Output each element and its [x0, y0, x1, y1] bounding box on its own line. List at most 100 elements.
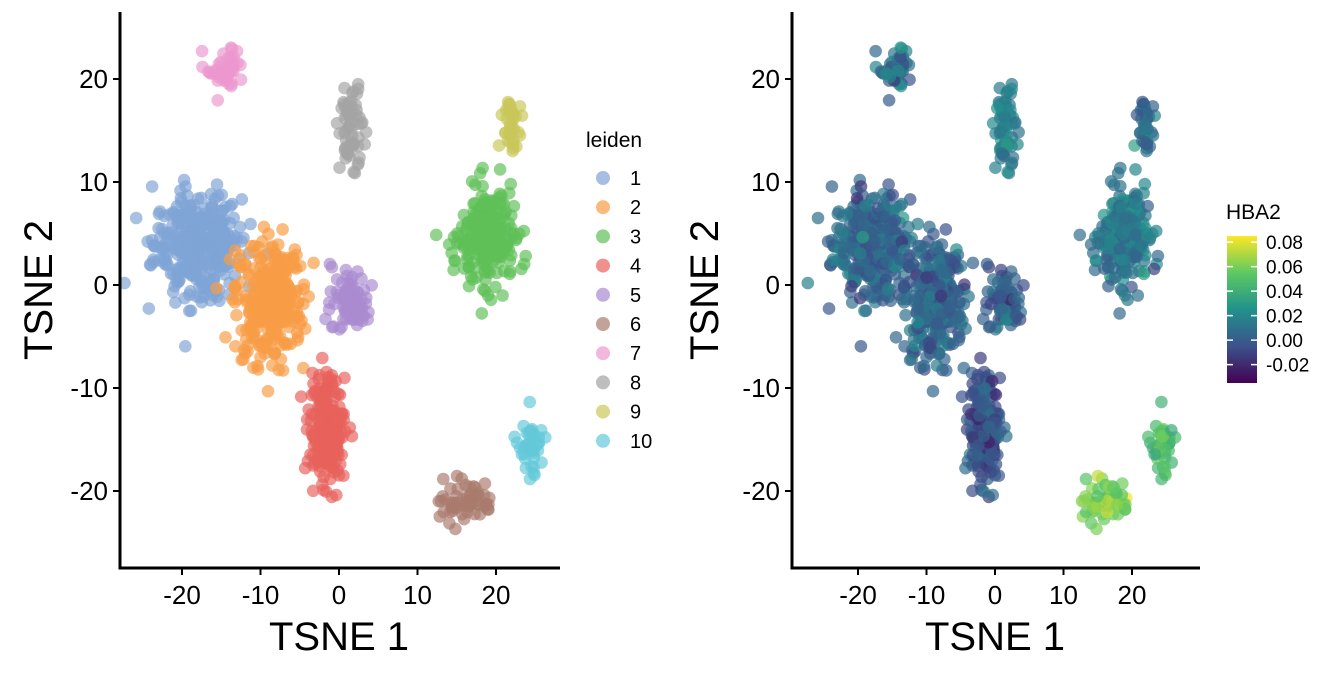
point-hba2 — [995, 302, 1009, 316]
point-hba2 — [1142, 430, 1155, 444]
colorbar-tick-label: 0.02 — [1266, 307, 1303, 328]
point-cluster-3 — [519, 249, 532, 263]
point-cluster-1 — [141, 235, 154, 248]
point-cluster-2 — [230, 308, 243, 322]
x-tick-label: 20 — [482, 580, 511, 610]
colorbar-gradient — [1227, 236, 1257, 383]
point-hba2 — [966, 484, 979, 498]
point-hba2 — [897, 281, 911, 294]
point-cluster-7 — [224, 50, 237, 64]
point-cluster-2 — [272, 263, 285, 276]
point-cluster-1 — [184, 208, 197, 222]
point-hba2 — [984, 465, 997, 479]
x-tick-label: 0 — [988, 580, 1002, 610]
point-cluster-8 — [351, 82, 365, 96]
point-cluster-4 — [327, 465, 341, 479]
point-cluster-5 — [339, 263, 353, 277]
point-cluster-2 — [251, 359, 264, 373]
point-cluster-6 — [461, 505, 474, 519]
point-hba2 — [856, 230, 869, 244]
y-ticks: 20 10 0 -10 -20 — [70, 64, 120, 506]
point-hba2 — [1102, 279, 1115, 293]
point-hba2 — [1136, 95, 1149, 109]
point-cluster-3 — [507, 199, 521, 213]
point-hba2 — [880, 255, 893, 268]
point-hba2 — [1147, 262, 1161, 276]
point-cluster-6 — [482, 503, 495, 516]
point-hba2 — [1012, 291, 1026, 305]
point-cluster-2 — [291, 295, 305, 309]
point-hba2 — [1129, 197, 1142, 211]
point-cluster-1 — [191, 237, 205, 250]
point-cluster-3 — [469, 178, 482, 192]
point-cluster-10 — [508, 430, 521, 444]
point-cluster-8 — [330, 117, 344, 130]
point-cluster-3 — [448, 254, 461, 267]
point-hba2 — [934, 289, 948, 303]
point-cluster-8 — [358, 138, 372, 151]
legend-label-10: 10 — [630, 431, 652, 453]
point-cluster-5 — [340, 302, 354, 316]
point-hba2 — [882, 178, 895, 191]
x-tick-label: -10 — [908, 580, 946, 610]
point-hba2 — [1079, 490, 1092, 503]
point-hba2 — [971, 372, 984, 386]
point-hba2 — [998, 110, 1012, 124]
x-tick-label: 10 — [403, 580, 432, 610]
point-hba2 — [1090, 522, 1103, 536]
point-hba2 — [1107, 178, 1121, 192]
point-hba2 — [1091, 469, 1105, 483]
point-hba2 — [950, 243, 963, 256]
point-cluster-8 — [340, 147, 354, 160]
point-hba2 — [1110, 498, 1124, 512]
point-cluster-1 — [205, 201, 219, 214]
point-hba2 — [894, 50, 907, 64]
point-hba2 — [881, 281, 895, 295]
point-cluster-1 — [166, 218, 180, 232]
point-hba2 — [1155, 472, 1168, 486]
legend-label-9: 9 — [630, 402, 641, 424]
point-hba2 — [1100, 494, 1114, 508]
point-cluster-6 — [450, 469, 464, 483]
point-hba2 — [886, 188, 899, 202]
point-cluster-1 — [204, 187, 218, 201]
point-cluster-2 — [253, 300, 267, 313]
point-hba2 — [822, 302, 836, 315]
point-cluster-1 — [168, 279, 181, 293]
y-tick-label: 20 — [751, 64, 780, 94]
point-hba2 — [893, 252, 907, 266]
point-hba2 — [1079, 472, 1093, 486]
point-cluster-2 — [235, 353, 248, 367]
point-hba2 — [1091, 490, 1104, 503]
point-hba2 — [858, 288, 871, 302]
x-tick-label: 20 — [1118, 580, 1147, 610]
point-cluster-3 — [500, 240, 514, 253]
point-hba2 — [1138, 135, 1151, 149]
legend-key-6 — [596, 317, 610, 331]
tsne-hba2-panel: 20 10 0 -10 -20 -20 -10 0 10 20 TSNE 1 TSNE 2 HB… — [683, 12, 1309, 659]
point-hba2 — [926, 384, 940, 398]
legend-key-7 — [596, 346, 610, 361]
point-cluster-1 — [159, 246, 173, 260]
point-hba2 — [882, 235, 895, 248]
y-axis-label: TSNE 2 — [17, 220, 61, 360]
point-hba2 — [1129, 163, 1142, 176]
point-cluster-1 — [208, 255, 222, 268]
point-cluster-1 — [147, 253, 160, 266]
point-hba2 — [986, 447, 999, 461]
legend-key-5 — [596, 287, 610, 302]
point-cluster-4 — [333, 388, 347, 402]
point-hba2 — [970, 449, 984, 462]
point-cluster-2 — [229, 340, 242, 353]
hba2-colorbar: HBA2 0.08 0.06 0.04 0.02 0.00 -0.02 — [1226, 201, 1309, 383]
y-tick-label: -10 — [742, 373, 780, 403]
point-cluster-4 — [318, 399, 331, 413]
point-cluster-1 — [213, 294, 226, 308]
point-cluster-6 — [445, 501, 459, 514]
y-tick-label: 0 — [94, 270, 108, 300]
point-hba2 — [837, 237, 851, 250]
point-cluster-4 — [316, 351, 329, 365]
point-hba2 — [1137, 267, 1151, 281]
point-hba2 — [995, 147, 1009, 160]
point-cluster-2 — [257, 290, 271, 304]
